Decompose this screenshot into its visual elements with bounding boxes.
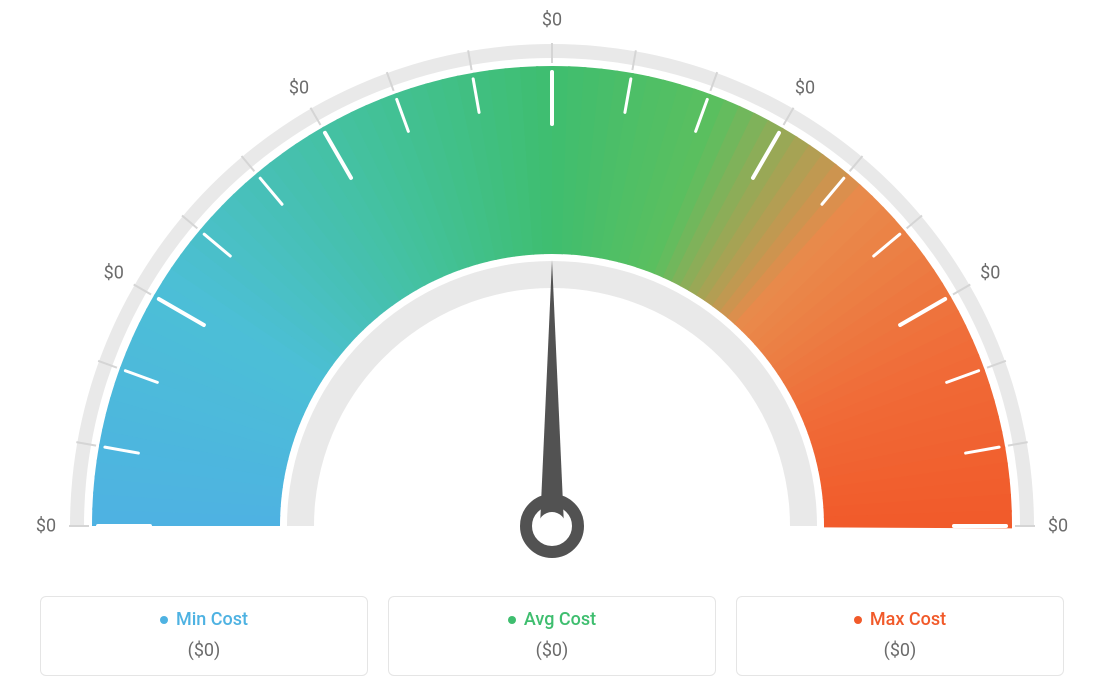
cost-gauge-container: $0 $0 $0 $0 $0 $0 $0 Min Cost ($0) Avg Cost ($… [0, 0, 1104, 690]
gauge-tick-label: $0 [980, 263, 1000, 284]
legend-row: Min Cost ($0) Avg Cost ($0) Max Cost ($0… [40, 596, 1064, 677]
legend-dot-min [160, 616, 168, 624]
legend-title-min: Min Cost [160, 609, 248, 630]
legend-title-min-text: Min Cost [176, 609, 248, 630]
legend-title-max-text: Max Cost [870, 609, 946, 630]
legend-value-min: ($0) [57, 640, 351, 661]
gauge-chart: $0$0$0$0$0$0$0 [62, 20, 1042, 560]
gauge-tick-label: $0 [1048, 516, 1068, 537]
legend-title-avg-text: Avg Cost [524, 609, 596, 630]
legend-card-avg: Avg Cost ($0) [388, 596, 716, 677]
legend-dot-max [854, 616, 862, 624]
gauge-tick-label: $0 [289, 77, 309, 98]
gauge-tick-label: $0 [542, 10, 562, 31]
legend-dot-avg [508, 616, 516, 624]
legend-card-min: Min Cost ($0) [40, 596, 368, 677]
legend-value-max: ($0) [753, 640, 1047, 661]
gauge-tick-label: $0 [795, 77, 815, 98]
legend-value-avg: ($0) [405, 640, 699, 661]
gauge-tick-label: $0 [36, 516, 56, 537]
legend-card-max: Max Cost ($0) [736, 596, 1064, 677]
gauge-tick-label: $0 [104, 263, 124, 284]
legend-title-avg: Avg Cost [508, 609, 596, 630]
legend-title-max: Max Cost [854, 609, 946, 630]
